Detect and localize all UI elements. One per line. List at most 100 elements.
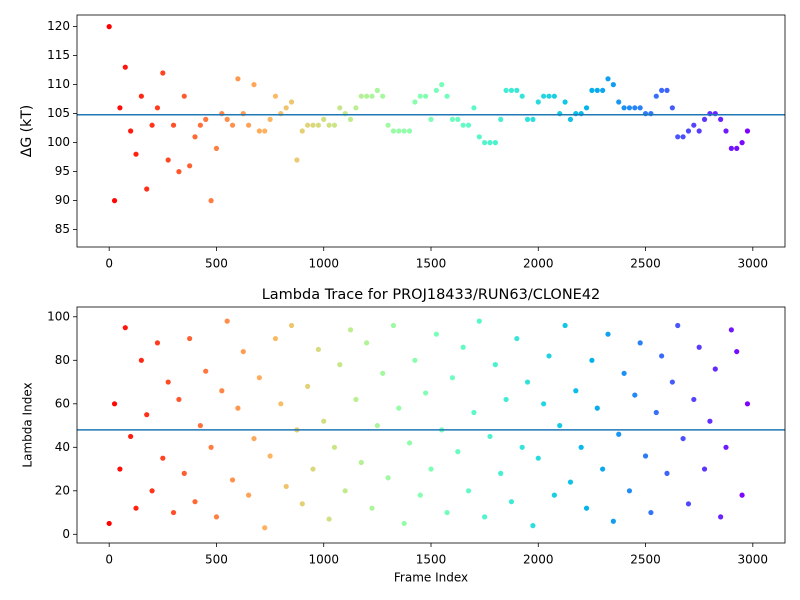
point: [734, 348, 740, 355]
point: [616, 431, 622, 437]
point: [208, 198, 214, 204]
point: [718, 514, 724, 520]
point: [122, 64, 128, 70]
point: [176, 396, 182, 403]
point: [337, 105, 343, 111]
point: [691, 122, 697, 128]
point: [439, 82, 445, 88]
point: [288, 322, 295, 329]
point: [487, 433, 493, 440]
point: [530, 522, 536, 529]
point: [691, 396, 697, 403]
point: [342, 488, 348, 494]
point: [187, 163, 193, 169]
point: [605, 331, 611, 337]
point: [498, 116, 504, 122]
point: [154, 340, 161, 346]
point: [380, 93, 386, 99]
point: [642, 453, 649, 459]
y-tick-label: 40: [55, 440, 70, 454]
point: [278, 401, 284, 407]
x-tick-label: 2000: [523, 257, 554, 271]
point: [594, 87, 600, 93]
point: [283, 105, 289, 111]
chart-title: Lambda Trace for PROJ18433/RUN63/CLONE42: [262, 287, 601, 303]
point: [160, 455, 166, 461]
point: [744, 128, 751, 134]
point: [551, 93, 557, 99]
point: [331, 444, 338, 450]
point: [701, 116, 708, 122]
axes-frame: [76, 306, 786, 544]
point: [583, 505, 590, 511]
point: [444, 93, 450, 99]
x-tick-label: 500: [205, 257, 228, 271]
point: [288, 99, 295, 105]
point: [321, 116, 327, 122]
x-axis-label: Frame Index: [394, 571, 468, 585]
point: [723, 128, 729, 134]
point: [626, 105, 633, 111]
y-tick-label: 105: [47, 106, 70, 120]
point: [465, 488, 472, 494]
point: [519, 93, 525, 99]
point: [396, 405, 402, 411]
point: [128, 128, 134, 134]
point: [246, 122, 252, 128]
y-tick-label: 60: [55, 396, 70, 410]
y-tick-label: 115: [47, 48, 70, 62]
y-tick-label: 85: [55, 222, 70, 236]
point: [106, 24, 112, 30]
point: [460, 344, 466, 350]
point: [503, 87, 509, 93]
point: [165, 379, 171, 385]
point: [734, 145, 740, 151]
point: [256, 128, 262, 134]
point: [637, 340, 643, 346]
point: [390, 128, 397, 134]
point: [605, 76, 611, 82]
point: [546, 353, 552, 359]
y-tick-label: 100: [47, 309, 70, 323]
point: [197, 122, 203, 128]
point: [455, 449, 461, 455]
point: [508, 87, 515, 93]
point: [144, 412, 150, 418]
point: [680, 435, 686, 442]
point: [133, 151, 139, 157]
point: [331, 122, 338, 128]
point: [412, 99, 418, 105]
point: [262, 128, 268, 134]
point: [133, 505, 139, 511]
point: [465, 122, 472, 128]
point: [610, 82, 616, 88]
point: [632, 392, 638, 398]
y-tick-label: 0: [62, 527, 70, 541]
point: [256, 375, 262, 381]
point: [471, 409, 477, 416]
point: [337, 362, 343, 368]
point: [187, 335, 193, 342]
point: [176, 169, 182, 175]
x-tick-label: 1500: [416, 257, 447, 271]
point: [380, 370, 386, 376]
point: [589, 87, 595, 93]
point: [589, 357, 595, 363]
point: [219, 388, 225, 394]
point: [712, 366, 718, 372]
point: [353, 396, 359, 403]
x-tick-label: 2500: [630, 257, 661, 271]
y-axis-label: ΔG (kT): [19, 105, 35, 157]
point: [707, 418, 713, 424]
point: [358, 93, 364, 99]
point: [600, 466, 606, 472]
point: [423, 93, 429, 99]
point: [653, 93, 659, 99]
point: [267, 453, 273, 459]
point: [455, 116, 461, 122]
point: [632, 105, 638, 111]
point: [675, 322, 681, 329]
y-tick-label: 90: [55, 193, 70, 207]
point: [117, 466, 123, 472]
point: [519, 444, 525, 450]
